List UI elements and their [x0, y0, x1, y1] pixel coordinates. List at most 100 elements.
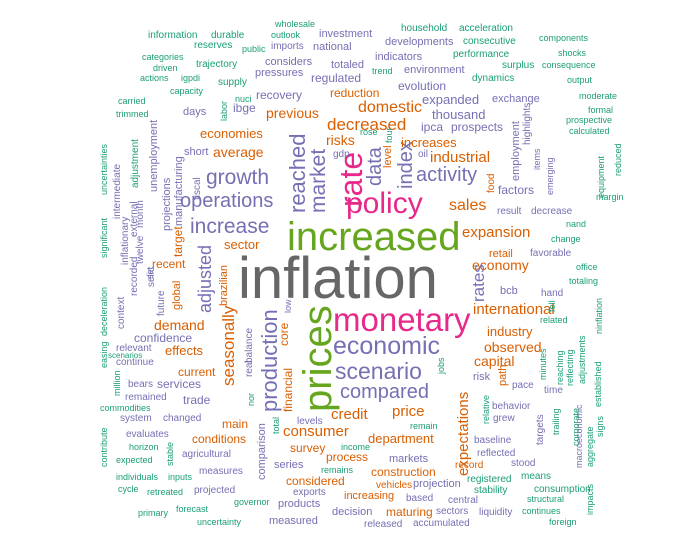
- word-balance: balance: [244, 327, 255, 363]
- word-million: million: [112, 370, 122, 396]
- word-capacity: capacity: [170, 86, 204, 96]
- word-domestic: domestic: [358, 99, 423, 116]
- word-shocks: shocks: [558, 48, 587, 58]
- word-nand: nand: [566, 219, 587, 229]
- word-accumulated: accumulated: [413, 518, 470, 529]
- word-conditions: conditions: [192, 432, 247, 446]
- word-increase: increase: [190, 215, 270, 238]
- word-recorded: recorded: [129, 256, 140, 296]
- word-comparison: comparison: [256, 423, 268, 480]
- word-economy: economy: [472, 257, 529, 273]
- word-categories: categories: [142, 52, 184, 62]
- word-supply: supply: [218, 77, 247, 88]
- word-pace: pace: [512, 380, 534, 391]
- word-nuci: nuci: [235, 94, 252, 104]
- word-national: national: [313, 41, 352, 53]
- word-total: total: [271, 416, 281, 434]
- word-survey: survey: [290, 441, 326, 455]
- word-retreated: retreated: [147, 487, 184, 497]
- word-compared: compared: [340, 381, 429, 403]
- word-regulated: regulated: [311, 71, 362, 85]
- word-products: products: [278, 498, 321, 510]
- word-driven: driven: [153, 63, 178, 73]
- word-ninflation: ninflation: [594, 297, 604, 334]
- word-outlook: outlook: [271, 30, 301, 40]
- word-adjusted: adjusted: [195, 244, 215, 313]
- word-prices: prices: [296, 305, 340, 412]
- word-bcb: bcb: [500, 285, 518, 297]
- word-level: level: [382, 145, 394, 168]
- word-agricultural: agricultural: [182, 449, 231, 460]
- word-output: output: [567, 75, 593, 85]
- word-reached: reached: [285, 133, 310, 213]
- word-gdp: gdp: [333, 149, 350, 160]
- word-emerging: emerging: [545, 157, 555, 195]
- word-future: future: [156, 290, 167, 316]
- word-reflected: reflected: [477, 448, 516, 459]
- word-reduction: reduction: [330, 86, 380, 100]
- word-prospects: prospects: [451, 120, 504, 134]
- word-related: related: [540, 315, 568, 325]
- word-components: components: [539, 33, 589, 43]
- word-brazilian: brazilian: [218, 265, 230, 306]
- word-policy: policy: [346, 187, 423, 220]
- word-office: office: [576, 262, 598, 272]
- word-based: based: [406, 493, 434, 504]
- word-uncertainty: uncertainty: [197, 517, 242, 527]
- word-favorable: favorable: [530, 248, 572, 259]
- word-released: released: [364, 519, 403, 530]
- word-targets: targets: [535, 414, 546, 445]
- word-pressures: pressures: [255, 67, 304, 79]
- word-means: means: [521, 471, 552, 482]
- word-trailing: trailing: [551, 408, 561, 435]
- word-series: series: [274, 459, 304, 471]
- word-maturing: maturing: [386, 505, 433, 519]
- word-risk: risk: [473, 371, 491, 383]
- word-baseline: baseline: [474, 435, 512, 446]
- word-measures: measures: [199, 466, 243, 477]
- word-factors: factors: [498, 183, 535, 197]
- word-international: international: [473, 301, 555, 318]
- word-inflation: inflation: [238, 246, 438, 311]
- word-fiscal: fiscal: [192, 177, 203, 200]
- word-oil: oil: [418, 149, 429, 160]
- word-market: market: [307, 148, 330, 213]
- word-measured: measured: [269, 515, 318, 527]
- word-services: services: [157, 377, 202, 391]
- word-remain: remain: [410, 421, 438, 431]
- word-totaling: totaling: [569, 276, 599, 286]
- word-path: path: [497, 364, 509, 386]
- word-totaled: totaled: [331, 59, 365, 71]
- word-consequence: consequence: [542, 60, 596, 70]
- word-demand: demand: [154, 317, 205, 333]
- word-food: food: [486, 173, 497, 193]
- word-intermediate: intermediate: [112, 163, 123, 219]
- word-decision: decision: [332, 506, 373, 518]
- word-inputs: inputs: [168, 472, 193, 482]
- word-economies: economies: [200, 126, 263, 141]
- word-forecast: forecast: [176, 504, 209, 514]
- word-projections: projections: [161, 177, 173, 231]
- word-minutes: minutes: [538, 348, 548, 380]
- word-reduced: reduced: [613, 143, 623, 176]
- word-days: days: [183, 106, 207, 118]
- word-highlights: highlights: [522, 102, 533, 145]
- word-labor: labor: [219, 100, 229, 121]
- word-surplus: surplus: [502, 60, 535, 71]
- word-projected: projected: [194, 485, 236, 496]
- word-information: information: [148, 30, 198, 41]
- word-public: public: [242, 44, 266, 54]
- word-consecutive: consecutive: [463, 36, 516, 47]
- word-recovery: recovery: [256, 88, 303, 102]
- word-developments: developments: [385, 36, 454, 48]
- word-system: system: [120, 413, 152, 424]
- word-previous: previous: [266, 105, 319, 121]
- word-rate: rate: [333, 151, 369, 207]
- word-nor: nor: [246, 392, 256, 406]
- word-igpdi: igpdi: [181, 73, 201, 83]
- word-record: record: [455, 460, 484, 471]
- word-established: established: [593, 361, 603, 407]
- word-decreased: decreased: [327, 115, 407, 134]
- word-jobs: jobs: [436, 357, 446, 374]
- word-global: global: [171, 280, 183, 310]
